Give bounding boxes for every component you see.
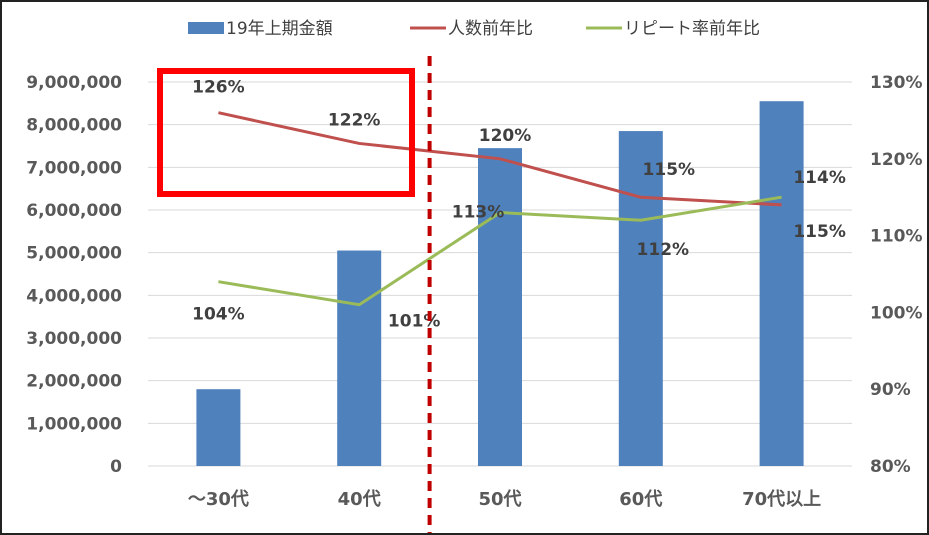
data-label: 126% (192, 78, 245, 98)
data-label: 122% (328, 110, 381, 130)
left-tick-label: 9,000,000 (26, 73, 122, 93)
line-2 (218, 195, 782, 307)
data-label: 115% (643, 160, 696, 180)
line-1 (218, 111, 782, 207)
left-tick-label: 0 (110, 457, 122, 477)
data-label: 104% (192, 305, 245, 325)
left-axis-ticks: 0 1,000,000 2,000,000 3,000,000 4,000,000 5,0… (26, 73, 122, 477)
bar (478, 148, 522, 466)
bar (759, 101, 804, 466)
bar (337, 250, 382, 466)
category-label: 70代以上 (742, 489, 821, 510)
right-tick-label: 110% (870, 227, 923, 247)
left-tick-label: 7,000,000 (26, 158, 122, 178)
legend-label: 19年上期金額 (226, 19, 333, 39)
data-label: 120% (479, 126, 532, 146)
bar (618, 131, 663, 467)
data-label: 112% (637, 240, 690, 260)
data-label: 101% (388, 312, 441, 332)
left-tick-label: 6,000,000 (26, 201, 122, 221)
bar-series (196, 101, 804, 467)
annotations (157, 56, 432, 533)
right-tick-label: 100% (870, 303, 923, 323)
category-axis-labels: ～30代 40代 50代 60代 70代以上 (188, 489, 821, 510)
bar (196, 389, 241, 466)
category-label: 40代 (338, 489, 381, 510)
legend: 19年上期金額 人数前年比 リピート率前年比 (188, 19, 760, 39)
right-tick-label: 120% (870, 150, 923, 170)
data-label: 115% (793, 222, 846, 242)
grid (148, 81, 852, 467)
left-tick-label: 1,000,000 (26, 414, 122, 434)
line-series (218, 111, 782, 307)
legend-swatch (188, 22, 224, 34)
data-label: 113% (452, 203, 505, 223)
right-tick-label: 130% (870, 73, 923, 93)
right-tick-label: 80% (870, 457, 911, 477)
highlight-box (157, 68, 415, 197)
left-tick-label: 8,000,000 (26, 116, 122, 136)
category-label: ～30代 (188, 489, 249, 510)
legend-label: リピート率前年比 (624, 19, 760, 39)
legend-label: 人数前年比 (448, 19, 533, 39)
right-axis-ticks: 80% 90% 100% 110% 120% 130% (870, 73, 923, 477)
left-tick-label: 4,000,000 (26, 286, 122, 306)
right-tick-label: 90% (870, 380, 911, 400)
left-tick-label: 5,000,000 (26, 244, 122, 264)
left-tick-label: 2,000,000 (26, 372, 122, 392)
left-tick-label: 3,000,000 (26, 329, 122, 349)
data-labels: 126% 122% 120% 115% 114% 104% 101% 113% 112% 115% (192, 78, 846, 332)
category-label: 60代 (619, 489, 662, 510)
category-label: 50代 (478, 489, 521, 510)
data-label: 114% (793, 168, 846, 188)
